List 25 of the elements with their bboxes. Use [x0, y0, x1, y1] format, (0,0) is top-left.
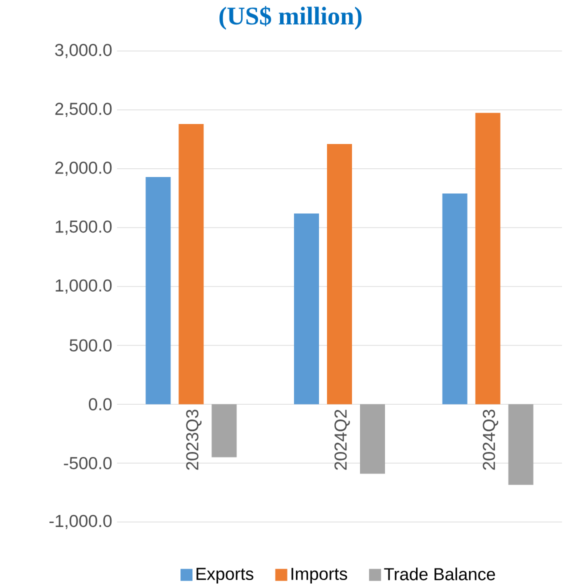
- bar: [327, 144, 352, 404]
- x-tick-label: 2024Q2: [334, 410, 350, 470]
- bar: [508, 404, 534, 485]
- bar: [360, 404, 386, 474]
- x-tick-label: 2023Q3: [186, 410, 202, 470]
- y-tick-label: -500.0: [64, 456, 112, 470]
- y-tick-label: 0.0: [88, 398, 112, 410]
- x-tick-label: 2024Q3: [482, 410, 498, 470]
- y-tick-label: 1,500.0: [56, 220, 112, 235]
- bar: [178, 124, 204, 404]
- bar: [475, 112, 500, 404]
- y-tick-label: 1,000.0: [56, 279, 112, 294]
- legend-label: Trade Balance: [384, 568, 496, 580]
- legend-label: Imports: [292, 568, 348, 584]
- bar: [146, 176, 171, 404]
- y-tick-label: 2,500.0: [55, 102, 112, 118]
- y-tick-label: 2,000.0: [55, 162, 112, 176]
- y-tick-label: -1,000.0: [49, 514, 112, 530]
- y-tick-label: 3,000.0: [55, 44, 112, 58]
- chart-title: (US$ million): [219, 6, 362, 30]
- legend-label: Exports: [196, 568, 254, 584]
- bar: [294, 213, 319, 404]
- bar: [442, 193, 468, 404]
- y-tick-label: 500.0: [70, 339, 112, 352]
- bar: [212, 404, 237, 458]
